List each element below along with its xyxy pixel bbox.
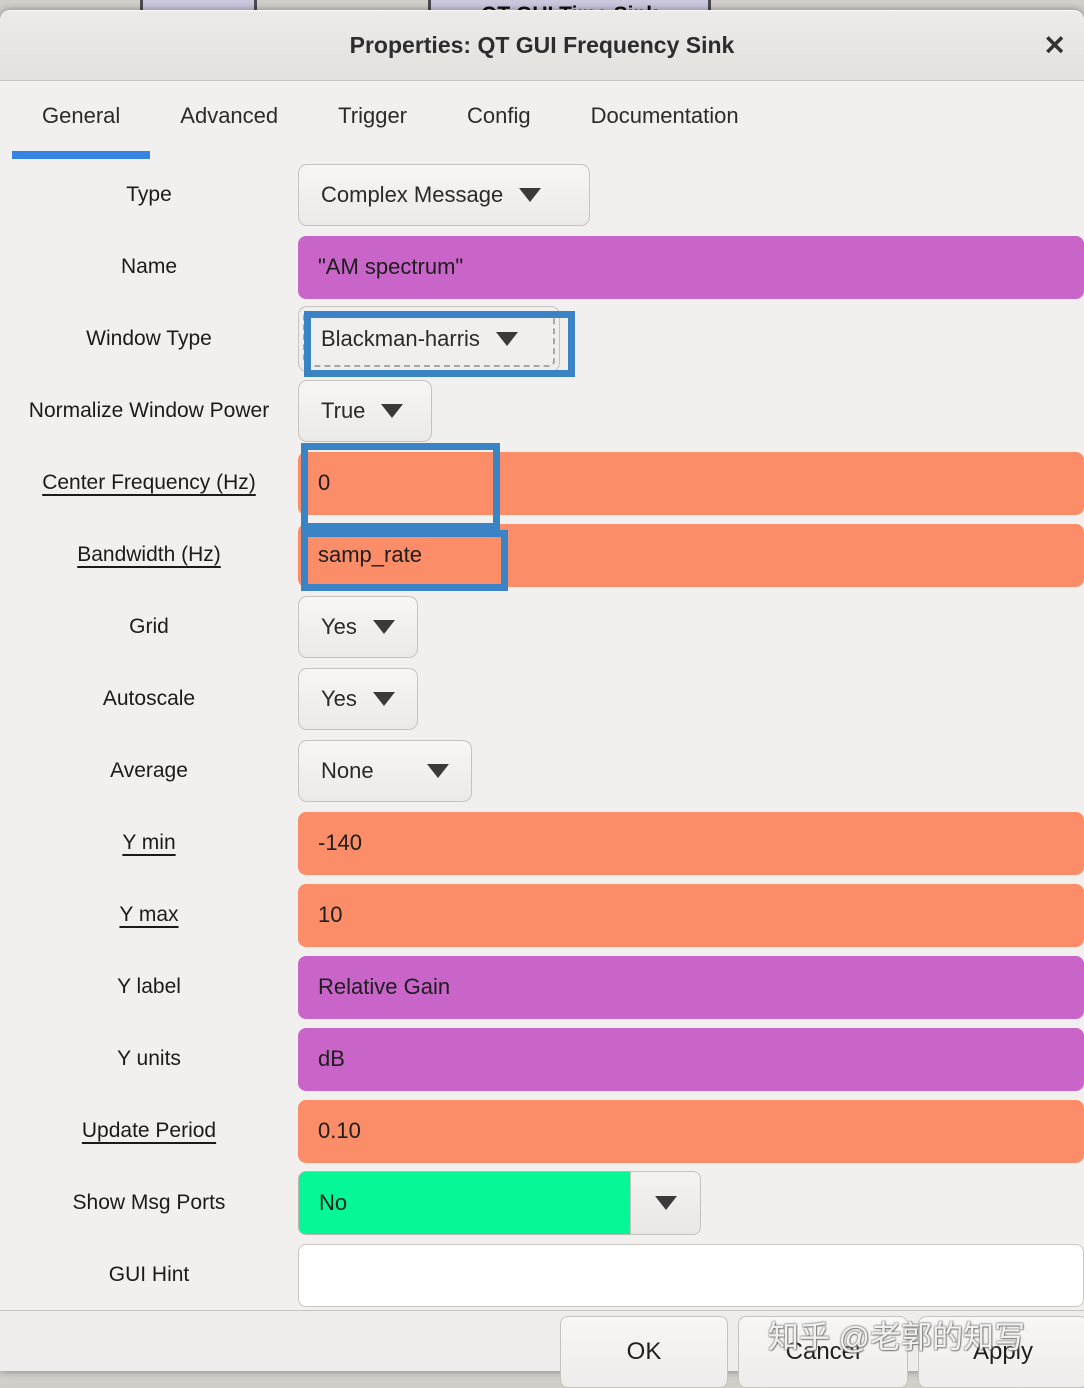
row-grid: Grid Yes: [0, 591, 1084, 663]
center-frequency-input[interactable]: 0: [298, 451, 1084, 515]
row-center-frequency: Center Frequency (Hz) 0: [0, 443, 1084, 530]
grid-value: Yes: [321, 614, 357, 639]
row-update-period: Update Period 0.10: [0, 1095, 1084, 1167]
y-max-input[interactable]: 10: [298, 883, 1084, 947]
tab-bar: General Advanced Trigger Config Document…: [0, 81, 1084, 159]
close-icon[interactable]: ✕: [1043, 30, 1066, 60]
tab-general[interactable]: General: [12, 81, 151, 159]
type-label: Type: [126, 183, 172, 206]
row-window-type: Window Type Blackman-harris: [0, 303, 1084, 377]
y-min-input[interactable]: -140: [298, 811, 1084, 875]
zhihu-watermark: 知乎 @老郭的知写: [768, 1320, 1026, 1355]
row-autoscale: Autoscale Yes: [0, 663, 1084, 735]
show-msg-ports-value: No: [298, 1171, 630, 1235]
autoscale-label: Autoscale: [102, 687, 196, 710]
update-period-label: Update Period: [81, 1119, 217, 1142]
average-value: None: [321, 758, 374, 783]
tab-config[interactable]: Config: [467, 103, 531, 128]
dropdown-arrow-icon: [519, 188, 542, 202]
y-label-label: Y label: [117, 975, 181, 998]
row-show-msg-ports: Show Msg Ports No: [0, 1167, 1084, 1239]
dropdown-arrow-icon: [381, 404, 404, 418]
average-label: Average: [110, 759, 188, 782]
dropdown-arrow-icon: [372, 692, 395, 706]
tab-advanced[interactable]: Advanced: [180, 103, 279, 128]
row-bandwidth: Bandwidth (Hz) samp_rate: [0, 519, 1084, 591]
autoscale-value: Yes: [321, 686, 357, 711]
dropdown-arrow-icon: [427, 764, 449, 778]
update-period-input[interactable]: 0.10: [298, 1099, 1084, 1163]
dropdown-arrow-button[interactable]: [630, 1171, 701, 1235]
row-y-max: Y max 10: [0, 879, 1084, 951]
dialog-titlebar: Properties: QT GUI Frequency Sink ✕: [0, 11, 1084, 81]
autoscale-dropdown[interactable]: Yes: [298, 668, 418, 730]
y-max-label: Y max: [119, 903, 179, 926]
type-value: Complex Message: [321, 182, 504, 207]
dropdown-arrow-icon: [372, 620, 395, 634]
row-normalize-window-power: Normalize Window Power True: [0, 375, 1084, 447]
window-type-dropdown[interactable]: Blackman-harris: [298, 306, 560, 372]
normalize-value: True: [321, 398, 366, 423]
row-average: Average None: [0, 735, 1084, 807]
type-dropdown[interactable]: Complex Message: [298, 164, 590, 226]
average-dropdown[interactable]: None: [298, 740, 472, 802]
row-y-min: Y min -140: [0, 807, 1084, 879]
dropdown-arrow-icon: [654, 1196, 677, 1210]
row-y-label: Y label Relative Gain: [0, 951, 1084, 1023]
window-type-label: Window Type: [86, 327, 212, 350]
name-input[interactable]: "AM spectrum": [298, 235, 1084, 299]
y-min-label: Y min: [122, 831, 176, 854]
dialog-title: Properties: QT GUI Frequency Sink: [349, 32, 735, 58]
bandwidth-label: Bandwidth (Hz): [77, 543, 221, 566]
name-label: Name: [120, 255, 178, 278]
ok-button[interactable]: OK: [560, 1316, 728, 1388]
normalize-window-power-dropdown[interactable]: True: [298, 380, 432, 442]
y-label-input[interactable]: Relative Gain: [298, 955, 1084, 1019]
row-y-units: Y units dB: [0, 1023, 1084, 1095]
general-form: Type Complex Message Name "AM spectrum" …: [0, 159, 1084, 1311]
row-name: Name "AM spectrum": [0, 231, 1084, 303]
tab-documentation[interactable]: Documentation: [590, 103, 739, 128]
show-msg-ports-label: Show Msg Ports: [72, 1191, 226, 1214]
grid-label: Grid: [129, 615, 169, 638]
gui-hint-input[interactable]: [298, 1243, 1084, 1307]
row-type: Type Complex Message: [0, 159, 1084, 231]
normalize-window-power-label: Normalize Window Power: [28, 399, 270, 422]
y-units-label: Y units: [117, 1047, 181, 1070]
dropdown-arrow-icon: [495, 332, 518, 346]
tab-trigger[interactable]: Trigger: [338, 103, 408, 128]
window-type-value: Blackman-harris: [321, 326, 480, 351]
row-gui-hint: GUI Hint: [0, 1239, 1084, 1311]
center-frequency-label: Center Frequency (Hz): [42, 471, 256, 494]
gui-hint-label: GUI Hint: [108, 1263, 190, 1286]
properties-dialog: Properties: QT GUI Frequency Sink ✕ Gene…: [0, 10, 1084, 1371]
y-units-input[interactable]: dB: [298, 1027, 1084, 1091]
grid-dropdown[interactable]: Yes: [298, 596, 418, 658]
show-msg-ports-dropdown[interactable]: No: [298, 1171, 701, 1235]
bandwidth-input[interactable]: samp_rate: [298, 523, 1084, 587]
